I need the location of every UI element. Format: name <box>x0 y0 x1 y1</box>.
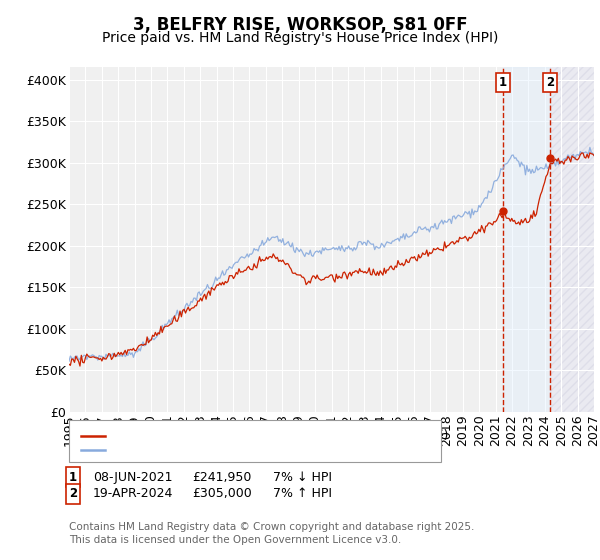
Text: £305,000: £305,000 <box>192 487 252 501</box>
Text: 2: 2 <box>69 487 77 501</box>
Text: £241,950: £241,950 <box>192 470 251 484</box>
Text: 1: 1 <box>499 76 507 89</box>
Text: HPI: Average price, detached house, Bassetlaw: HPI: Average price, detached house, Bass… <box>109 444 405 457</box>
Text: 7% ↑ HPI: 7% ↑ HPI <box>273 487 332 501</box>
Text: 7% ↓ HPI: 7% ↓ HPI <box>273 470 332 484</box>
Bar <box>503 67 550 412</box>
Text: 2: 2 <box>545 76 554 89</box>
Text: 1: 1 <box>69 470 77 484</box>
Bar <box>550 67 594 412</box>
Text: Contains HM Land Registry data © Crown copyright and database right 2025.
This d: Contains HM Land Registry data © Crown c… <box>69 522 475 545</box>
Text: 08-JUN-2021: 08-JUN-2021 <box>93 470 173 484</box>
Text: 3, BELFRY RISE, WORKSOP, S81 0FF (detached house): 3, BELFRY RISE, WORKSOP, S81 0FF (detach… <box>109 429 449 442</box>
Bar <box>550 67 594 412</box>
Text: 3, BELFRY RISE, WORKSOP, S81 0FF: 3, BELFRY RISE, WORKSOP, S81 0FF <box>133 16 467 34</box>
Text: 19-APR-2024: 19-APR-2024 <box>93 487 173 501</box>
Text: Price paid vs. HM Land Registry's House Price Index (HPI): Price paid vs. HM Land Registry's House … <box>102 31 498 45</box>
